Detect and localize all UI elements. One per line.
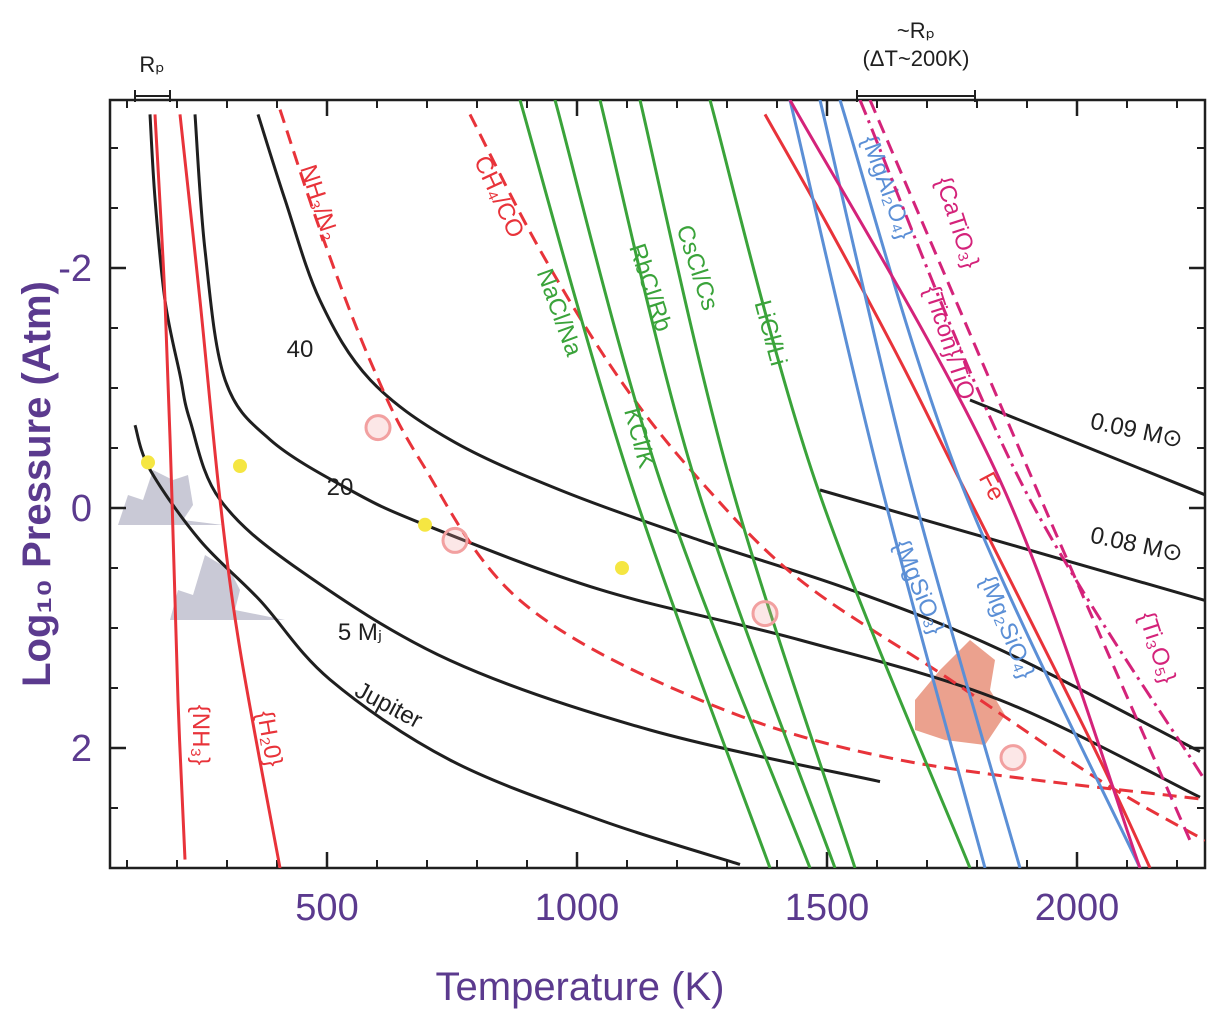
series-label: 40 [287,336,314,363]
open-marker [751,600,779,628]
series-label: CH₄/CO [468,152,529,242]
line [598,100,837,868]
marker [233,459,247,473]
line [193,114,1201,799]
annotation: ~Rₚ [897,18,935,43]
x-axis-label: Temperature (K) [436,965,725,1009]
line [818,100,1022,868]
marker [615,561,629,575]
series-label: {NH₃} [187,705,214,765]
line [148,114,881,784]
line [178,114,282,868]
series-label: {MgSiO₃} [888,536,950,638]
y-tick-label: -2 [58,248,92,290]
cloud-icon [170,555,285,620]
annotation: (ΔT~200K) [862,46,969,71]
series-label: RbCl/Rb [623,240,677,335]
series-label: NH₃/N₂ [294,162,344,244]
cloud-icon [915,640,1005,745]
x-tick-label: 1500 [785,887,870,929]
line [708,100,972,868]
marker [141,455,155,470]
series-label: {H₂0} [251,709,287,769]
series-label: {CaTiO₃} [930,174,985,272]
line [468,113,1205,842]
open-marker [999,744,1027,772]
y-tick-label: 2 [71,728,92,770]
x-tick-label: 1000 [535,887,620,929]
line [868,100,1192,842]
marker [418,517,432,532]
series-label: 20 [327,474,354,501]
line [133,424,741,866]
series-label: {Ti₃O₅} [1133,609,1181,687]
line [788,100,987,868]
line [788,100,1142,868]
series-label: Fe [973,468,1010,505]
line [553,100,812,868]
series-label: 5 Mⱼ [338,619,382,646]
line [638,100,857,868]
line [518,100,772,868]
plot-frame [108,98,1207,870]
x-tick-label: 500 [295,887,358,929]
open-marker [441,526,469,554]
line [278,109,1205,802]
line [969,398,1205,497]
series-label: Jupiter [350,677,426,735]
series-label: LiCl/Li [749,297,792,368]
line [153,114,187,860]
series-label: 0.09 M⊙ [1088,408,1185,454]
line [838,100,1142,868]
line [819,488,1205,602]
annotation: Rₚ [139,52,164,77]
line [256,113,1201,753]
open-marker [364,414,392,442]
bracket [134,90,976,102]
y-axis-label: Log₁₀ Pressure (Atm) [15,281,59,687]
line [858,100,1205,782]
series-label: 0.08 M⊙ [1088,522,1185,568]
x-tick-label: 2000 [1035,887,1120,929]
y-tick-label: 0 [71,488,92,530]
